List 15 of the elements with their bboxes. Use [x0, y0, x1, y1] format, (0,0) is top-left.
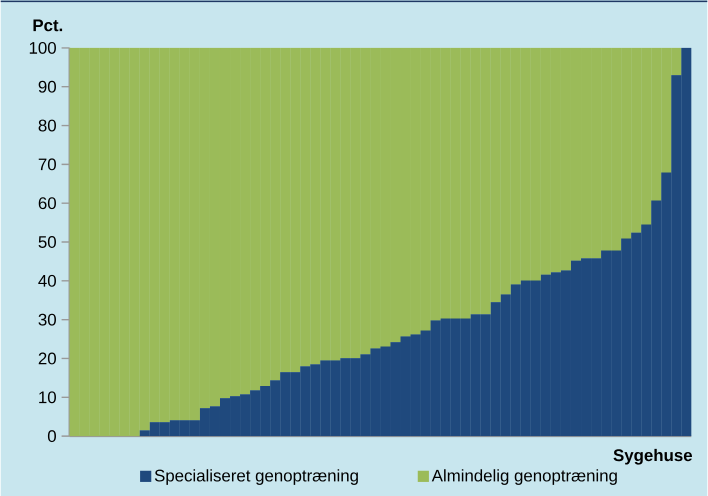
y-tick-label: 70 — [38, 158, 56, 170]
y-tick-label: 10 — [39, 391, 56, 404]
y-tick-label: 20 — [38, 352, 56, 364]
legend-label: Specialiseret genoptræning — [154, 469, 358, 485]
y-tick-label: 60 — [38, 197, 56, 210]
y-tick-label: 40 — [38, 274, 56, 287]
y-axis-title: Pct. — [33, 20, 62, 32]
y-tick-label: 90 — [38, 80, 56, 93]
y-tick-label: 0 — [48, 430, 56, 442]
x-axis-title: Sygehuse — [614, 448, 692, 465]
y-tick-label: 100 — [30, 42, 56, 54]
y-tick-label: 80 — [38, 120, 56, 132]
legend-label: Almindelig genoptræning — [432, 469, 617, 485]
y-tick-label: 50 — [38, 236, 56, 248]
y-tick-label: 30 — [38, 314, 56, 326]
